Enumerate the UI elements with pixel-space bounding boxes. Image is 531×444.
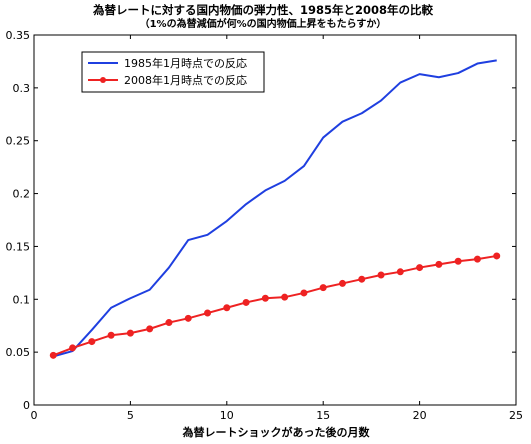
series-2-point xyxy=(358,275,366,283)
legend-label-1: 1985年1月時点での反応 xyxy=(124,56,247,70)
y-tick-label: 0.25 xyxy=(6,135,31,148)
legend-marker-2 xyxy=(100,77,106,83)
y-tick-label: 0.1 xyxy=(13,293,31,306)
plot-frame xyxy=(33,34,517,406)
legend-box xyxy=(81,51,265,93)
series-2-point xyxy=(338,279,346,287)
x-tick-label: 25 xyxy=(509,409,523,422)
series-2-point xyxy=(223,304,231,312)
series-2-point xyxy=(319,284,327,292)
series-2-point xyxy=(435,260,443,268)
series-line-1 xyxy=(53,59,497,358)
series-2-point xyxy=(261,294,269,302)
series-2-point xyxy=(300,289,308,297)
series-2-point xyxy=(69,344,77,352)
series-2-point xyxy=(396,268,404,276)
legend: 1985年1月時点での反応 2008年1月時点での反応 xyxy=(81,51,265,93)
y-tick-label: 0.2 xyxy=(13,188,31,201)
series-2-point xyxy=(493,252,501,260)
y-tick-label: 0 xyxy=(23,399,30,412)
series-2-point xyxy=(454,257,462,265)
series-2-point xyxy=(165,319,173,327)
x-tick-label: 20 xyxy=(413,409,427,422)
series-2-point xyxy=(49,351,57,359)
series-line-2 xyxy=(52,254,497,357)
x-tick-label: 15 xyxy=(316,409,330,422)
series-2-point xyxy=(281,293,289,301)
series-2-point xyxy=(204,309,212,317)
series-2-point xyxy=(146,325,154,333)
y-tick-label: 0.05 xyxy=(6,346,31,359)
x-axis-label: 為替レートショックがあった後の月数 xyxy=(183,425,371,439)
series-2-point xyxy=(126,329,134,337)
y-tick-label: 0.15 xyxy=(6,240,31,253)
y-tick-label: 0.35 xyxy=(6,29,31,42)
chart-title: 為替レートに対する国内物価の弾力性、1985年と2008年の比較 xyxy=(93,3,434,17)
series-2-point xyxy=(242,298,250,306)
x-tick-label: 0 xyxy=(31,409,38,422)
series-2-point xyxy=(377,271,385,279)
chart-subtitle: （1%の為替減価が何%の国内物価上昇をもたらすか） xyxy=(140,17,387,30)
legend-label-2: 2008年1月時点での反応 xyxy=(124,73,247,87)
series-2-point xyxy=(184,314,192,322)
series-2-point xyxy=(416,264,424,272)
y-tick-label: 0.3 xyxy=(13,82,31,95)
series-layer xyxy=(49,59,501,359)
x-tick-label: 5 xyxy=(127,409,134,422)
axis-ticks: 0 5 10 15 20 25 0 0.05 0.1 0.15 0.2 0.25 0.3 0.35 xyxy=(6,29,524,422)
series-2-point xyxy=(88,338,96,346)
x-tick-label: 10 xyxy=(220,409,234,422)
series-2-point xyxy=(473,255,481,263)
series-2-point xyxy=(107,331,115,339)
